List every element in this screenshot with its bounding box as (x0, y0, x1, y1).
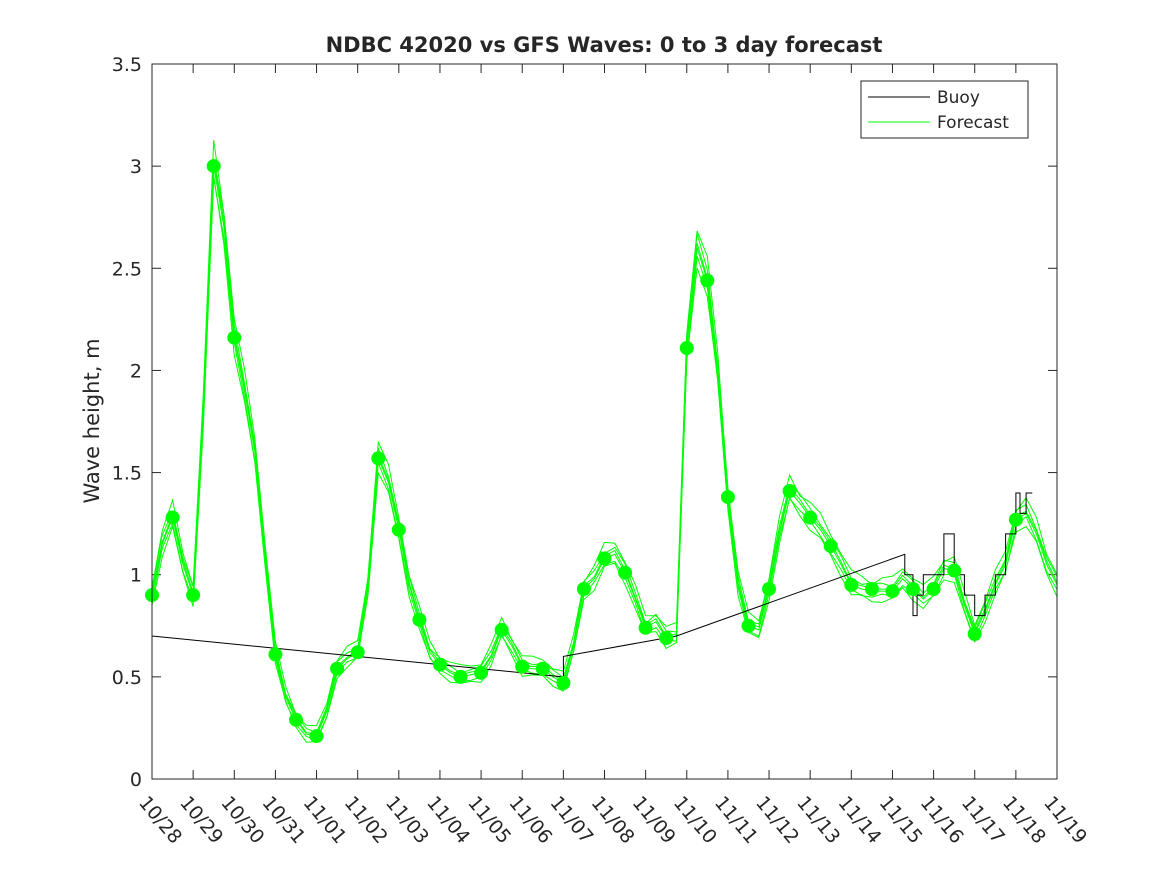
chart-title: NDBC 42020 vs GFS Waves: 0 to 3 day fore… (326, 33, 883, 57)
forecast-marker (597, 551, 612, 566)
forecast-marker (576, 582, 591, 596)
forecast-marker (659, 631, 674, 645)
forecast-marker (947, 563, 962, 578)
forecast-marker (741, 618, 756, 633)
forecast-marker (823, 539, 838, 554)
forecast-marker (391, 522, 406, 537)
forecast-marker (844, 577, 859, 592)
y-tick-label: 3.5 (112, 54, 142, 76)
forecast-marker (206, 159, 221, 174)
forecast-marker (720, 490, 735, 505)
forecast-marker (864, 582, 879, 596)
forecast-marker (227, 330, 242, 345)
forecast-marker (165, 510, 180, 525)
forecast-marker (453, 669, 468, 684)
y-tick-label: 0 (130, 769, 142, 791)
forecast-marker (762, 582, 776, 596)
forecast-marker (885, 584, 900, 599)
forecast-marker (350, 645, 365, 660)
forecast-marker (330, 661, 345, 676)
y-tick-label: 2 (130, 360, 142, 382)
forecast-marker (782, 484, 797, 498)
forecast-marker (309, 729, 324, 744)
y-axis-label: Wave height, m (80, 338, 104, 503)
forecast-marker (926, 582, 941, 596)
legend-box (860, 80, 1029, 139)
forecast-marker (289, 712, 303, 727)
forecast-line (151, 140, 1058, 727)
forecast-marker (906, 582, 920, 596)
y-tick-label: 3 (130, 156, 142, 178)
legend: Buoy Forecast (860, 80, 1029, 139)
forecast-marker (803, 510, 818, 525)
forecast-marker (638, 620, 653, 635)
forecast-line (151, 175, 1058, 743)
forecast-marker (515, 659, 530, 674)
forecast-marker (967, 627, 982, 641)
y-tick-label: 2.5 (112, 258, 142, 280)
forecast-marker (268, 647, 283, 662)
y-tick-label: 1 (130, 565, 142, 587)
forecast-marker (371, 451, 386, 466)
y-tick-label: 1.5 (112, 463, 142, 485)
forecast-marker (700, 273, 715, 288)
forecast-marker (474, 665, 489, 680)
series-layer (145, 140, 1058, 744)
legend-forecast-label: Forecast (937, 113, 1009, 133)
forecast-marker (618, 565, 633, 580)
legend-buoy-label: Buoy (937, 88, 980, 108)
forecast-marker (412, 612, 427, 627)
plot-frame (151, 63, 1058, 780)
forecast-marker (494, 622, 509, 637)
y-tick-label: 0.5 (112, 667, 142, 689)
forecast-marker (535, 661, 550, 676)
buoy-line (151, 492, 1033, 678)
forecast-marker (679, 341, 694, 355)
forecast-marker (186, 588, 201, 603)
forecast-marker (433, 657, 447, 672)
forecast-marker (1008, 512, 1023, 527)
forecast-marker (556, 676, 571, 690)
plot-area (152, 64, 1057, 779)
